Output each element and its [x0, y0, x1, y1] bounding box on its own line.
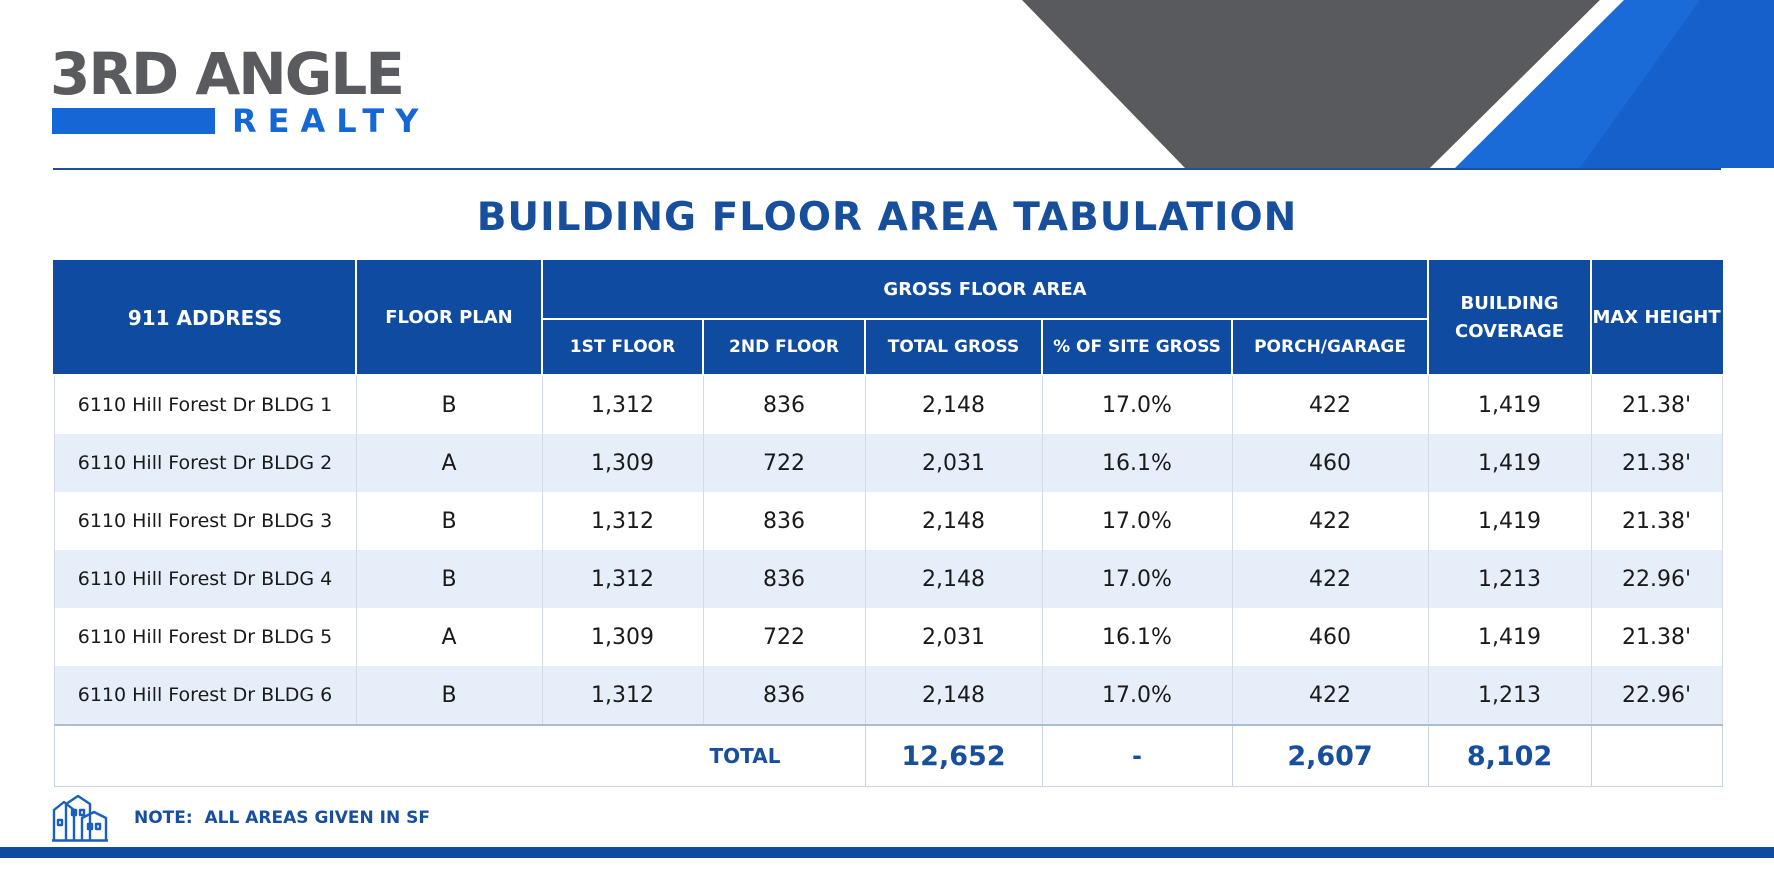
total-building-coverage: 8,102: [1427, 724, 1592, 787]
table-row: 6110 Hill Forest Dr BLDG 2 A 1,309 722 2…: [53, 434, 1723, 492]
total-label: TOTAL: [53, 724, 866, 787]
logo-main-text: 3RD ANGLE: [50, 40, 405, 108]
cell-pct-site-gross: 16.1%: [1041, 608, 1233, 666]
header-second-floor: 2ND FLOOR: [702, 318, 866, 376]
cell-first-floor: 1,312: [541, 492, 704, 550]
cell-pct-site-gross: 17.0%: [1041, 550, 1233, 608]
footer-bar: [0, 847, 1774, 858]
cell-max-height: 21.38': [1590, 608, 1723, 666]
cell-floor-plan: B: [355, 666, 543, 725]
header-floor-plan: FLOOR PLAN: [355, 260, 543, 376]
cell-pct-site-gross: 17.0%: [1041, 492, 1233, 550]
cell-max-height: 22.96': [1590, 666, 1723, 725]
cell-floor-plan: A: [355, 434, 543, 492]
header-building-coverage: BUILDING COVERAGE: [1427, 260, 1593, 376]
cell-first-floor: 1,312: [541, 375, 704, 434]
page-title: BUILDING FLOOR AREA TABULATION: [476, 195, 1298, 240]
floor-area-table: 911 ADDRESS FLOOR PLAN GROSS FLOOR AREA …: [53, 260, 1724, 787]
cell-first-floor: 1,309: [541, 434, 704, 492]
header-divider: [53, 168, 1721, 170]
total-pct-site-gross: -: [1041, 724, 1233, 787]
logo-accent-bar: [52, 108, 215, 134]
cell-address: 6110 Hill Forest Dr BLDG 5: [53, 608, 357, 666]
area-unit-note: NOTE: ALL AREAS GIVEN IN SF: [134, 808, 430, 828]
cell-pct-site-gross: 16.1%: [1041, 434, 1233, 492]
cell-building-coverage: 1,419: [1427, 434, 1592, 492]
gray-angle-shape: [1022, 0, 1600, 168]
cell-porch-garage: 460: [1231, 608, 1429, 666]
cell-address: 6110 Hill Forest Dr BLDG 2: [53, 434, 357, 492]
company-logo: 3RD ANGLE REALTY: [50, 40, 450, 140]
cell-address: 6110 Hill Forest Dr BLDG 1: [53, 375, 357, 434]
cell-second-floor: 836: [702, 375, 866, 434]
cell-floor-plan: B: [355, 550, 543, 608]
buildings-icon: [52, 794, 108, 842]
blue-angle-shade: [1580, 0, 1774, 168]
cell-floor-plan: B: [355, 492, 543, 550]
cell-total-gross: 2,031: [864, 434, 1043, 492]
table-row: 6110 Hill Forest Dr BLDG 1 B 1,312 836 2…: [53, 375, 1723, 434]
cell-second-floor: 836: [702, 666, 866, 725]
white-angle-stripe: [1430, 0, 1624, 168]
table-row: 6110 Hill Forest Dr BLDG 3 B 1,312 836 2…: [53, 492, 1723, 550]
cell-porch-garage: 422: [1231, 666, 1429, 725]
cell-second-floor: 836: [702, 492, 866, 550]
cell-building-coverage: 1,419: [1427, 608, 1592, 666]
logo-sub-text: REALTY: [232, 102, 430, 140]
cell-first-floor: 1,309: [541, 608, 704, 666]
cell-porch-garage: 422: [1231, 550, 1429, 608]
cell-first-floor: 1,312: [541, 550, 704, 608]
cell-porch-garage: 422: [1231, 492, 1429, 550]
cell-porch-garage: 422: [1231, 375, 1429, 434]
header-max-height: MAX HEIGHT: [1590, 260, 1724, 376]
cell-floor-plan: B: [355, 375, 543, 434]
cell-porch-garage: 460: [1231, 434, 1429, 492]
header-porch-garage: PORCH/GARAGE: [1230, 318, 1430, 376]
table-row: 6110 Hill Forest Dr BLDG 6 B 1,312 836 2…: [53, 666, 1723, 725]
header-address: 911 ADDRESS: [53, 260, 357, 376]
total-porch-garage: 2,607: [1231, 724, 1429, 787]
cell-building-coverage: 1,213: [1427, 550, 1592, 608]
cell-pct-site-gross: 17.0%: [1041, 666, 1233, 725]
totals-row: TOTAL 12,652 - 2,607 8,102: [53, 724, 1723, 787]
table-row: 6110 Hill Forest Dr BLDG 5 A 1,309 722 2…: [53, 608, 1723, 666]
cell-max-height: 21.38': [1590, 375, 1723, 434]
header-gross-floor-area: GROSS FLOOR AREA: [540, 260, 1430, 320]
cell-address: 6110 Hill Forest Dr BLDG 6: [53, 666, 357, 725]
cell-second-floor: 722: [702, 434, 866, 492]
cell-second-floor: 722: [702, 608, 866, 666]
total-max-height-empty: [1590, 724, 1723, 787]
header-total-gross: TOTAL GROSS: [864, 318, 1043, 376]
cell-address: 6110 Hill Forest Dr BLDG 3: [53, 492, 357, 550]
cell-max-height: 21.38': [1590, 434, 1723, 492]
header-first-floor: 1ST FLOOR: [541, 318, 704, 376]
cell-building-coverage: 1,419: [1427, 375, 1592, 434]
cell-total-gross: 2,148: [864, 666, 1043, 725]
table-row: 6110 Hill Forest Dr BLDG 4 B 1,312 836 2…: [53, 550, 1723, 608]
cell-first-floor: 1,312: [541, 666, 704, 725]
cell-max-height: 22.96': [1590, 550, 1723, 608]
cell-total-gross: 2,148: [864, 375, 1043, 434]
cell-total-gross: 2,031: [864, 608, 1043, 666]
header-decoration: [1022, 0, 1774, 168]
cell-total-gross: 2,148: [864, 492, 1043, 550]
cell-address: 6110 Hill Forest Dr BLDG 4: [53, 550, 357, 608]
cell-floor-plan: A: [355, 608, 543, 666]
cell-total-gross: 2,148: [864, 550, 1043, 608]
cell-second-floor: 836: [702, 550, 866, 608]
cell-building-coverage: 1,419: [1427, 492, 1592, 550]
cell-building-coverage: 1,213: [1427, 666, 1592, 725]
cell-max-height: 21.38': [1590, 492, 1723, 550]
cell-pct-site-gross: 17.0%: [1041, 375, 1233, 434]
total-gross-value: 12,652: [864, 724, 1043, 787]
header-pct-site-gross: % OF SITE GROSS: [1041, 318, 1233, 376]
